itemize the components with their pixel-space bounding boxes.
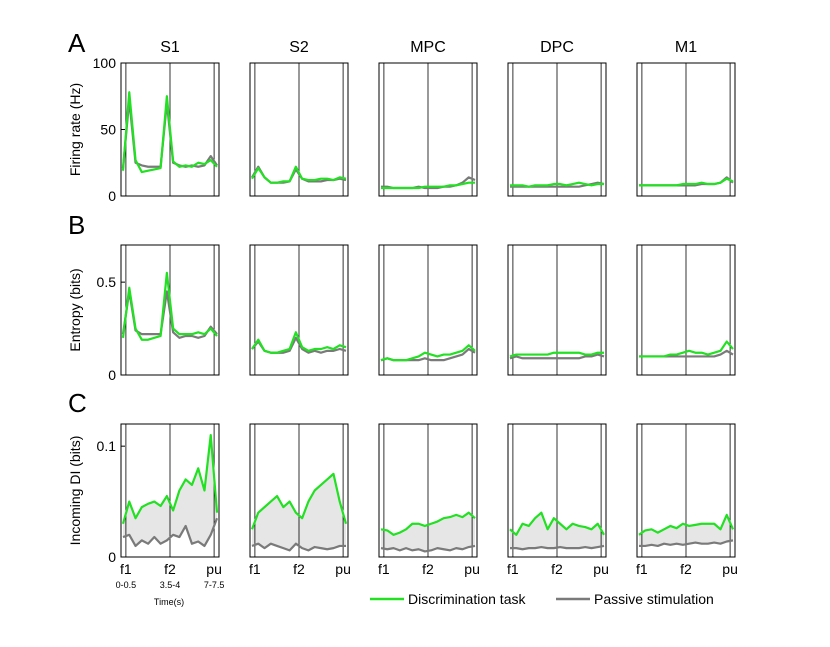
plot-frame-a-dpc [507,62,607,197]
legend-label-discrimination: Discrimination task [408,591,526,607]
legend: Discrimination task Passive stimulation [370,591,714,607]
plot-frame-a-mpc [378,62,478,197]
x-tick-label-s1-pu: pu [206,561,222,577]
x-tick-label-mpc-f1: f1 [378,561,390,577]
panel-letter-b: B [68,210,85,240]
series-line-discrimination-b-m1 [639,340,734,358]
x-tick-label-s2-pu: pu [335,561,351,577]
panels-layer: Firing rate (Hz) 0 50 100 Entropy (bits) 0 0.5… [67,55,738,590]
area-title-m1: M1 [675,39,697,56]
subplot-b-m1 [636,244,736,376]
x-tick-label-s2-f2: f2 [293,561,305,577]
subplot-c-m1 [636,423,736,558]
series-line-discrimination-c-dpc [509,511,605,536]
plot-frame-b-m1 [636,244,736,376]
series-line-discrimination-b-s2 [251,331,347,354]
series-line-discrimination-b-s1 [121,271,218,341]
x-tick-label-dpc-pu: pu [593,561,609,577]
subplot-a-mpc [378,62,478,197]
y-tick-label-a-100: 100 [93,55,117,71]
series-line-discrimination-a-dpc [510,181,604,188]
plot-frame-b-dpc [507,244,607,376]
series-line-passive-c-m1 [639,539,734,548]
area-title-mpc: MPC [410,39,446,56]
series-line-passive-c-s2 [251,542,346,552]
series-line-discrimination-b-dpc [509,351,604,358]
plot-frame-c-s1 [120,423,220,558]
subplot-c-mpc [378,423,478,558]
subplot-a-dpc [507,62,607,197]
y-tick-label-a-50: 50 [100,122,116,138]
subplot-c-s1 [120,423,220,558]
series-line-discrimination-a-s2 [251,165,347,184]
subplot-b-s1 [120,244,220,376]
plot-frame-a-s2 [249,62,349,197]
panel-letter-c: C [68,388,87,418]
y-tick-label-c-0-1: 0.1 [97,438,117,454]
y-axis-label-c: Incoming DI (bits) [67,436,83,546]
x-tick-label-m1-f1: f1 [636,561,648,577]
y-tick-label-b-0-5: 0.5 [97,274,117,290]
series-line-passive-c-mpc [380,544,476,553]
x-tick-label-s1-f2: f2 [164,561,176,577]
x-tick-label-s2-f1: f1 [249,561,261,577]
x-tick-label-m1-f2: f2 [680,561,692,577]
series-line-discrimination-c-mpc [380,511,476,536]
plot-frame-b-s2 [249,244,349,376]
y-tick-label-b-0: 0 [108,367,116,383]
subplot-c-s2 [249,423,349,558]
shade-area-c-s1 [123,435,217,546]
area-title-dpc: DPC [540,39,574,56]
plot-frame-a-s1 [120,62,220,197]
plot-frame-b-s1 [120,244,220,376]
subplot-b-mpc [378,244,478,376]
subplot-b-s2 [249,244,349,376]
series-line-passive-c-s1 [122,517,219,548]
x-tick-label-dpc-f2: f2 [551,561,563,577]
plot-frame-c-mpc [378,423,478,558]
series-line-discrimination-a-mpc [381,181,475,190]
y-tick-label-c-0: 0 [108,549,116,565]
x-tick-window-0-0-5: 0-0.5 [116,580,137,590]
x-tick-label-m1-pu: pu [722,561,738,577]
x-tick-window-3-5-4: 3.5-4 [160,580,181,590]
x-tick-label-dpc-f1: f1 [507,561,519,577]
area-title-s1: S1 [160,39,180,56]
series-line-discrimination-a-m1 [639,177,734,187]
subplot-a-s1 [120,62,220,197]
subplot-a-m1 [636,62,736,197]
series-line-discrimination-c-s2 [250,472,348,530]
plot-frame-c-dpc [507,423,607,558]
y-axis-label-b: Entropy (bits) [67,268,83,351]
subplot-b-dpc [507,244,607,376]
series-line-passive-c-dpc [510,544,605,551]
series-line-discrimination-a-s1 [121,91,218,174]
area-title-s2: S2 [289,39,309,56]
x-axis-label: Time(s) [154,597,184,607]
panel-letter-a: A [68,28,86,58]
legend-label-passive: Passive stimulation [594,591,714,607]
series-line-discrimination-b-mpc [380,344,476,362]
plot-frame-c-m1 [636,423,736,558]
plot-frame-c-s2 [249,423,349,558]
subplot-c-dpc [507,423,607,558]
series-line-discrimination-c-m1 [638,513,735,536]
subplot-a-s2 [249,62,349,197]
plot-frame-a-m1 [636,62,736,197]
plot-frame-b-mpc [378,244,478,376]
x-tick-label-mpc-pu: pu [464,561,480,577]
shade-area-c-s2 [252,473,346,551]
x-tick-label-mpc-f2: f2 [422,561,434,577]
series-line-passive-b-dpc [509,353,605,360]
x-tick-window-7-7-5: 7-7.5 [204,580,225,590]
series-line-discrimination-c-s1 [121,433,219,525]
y-axis-label-a: Firing rate (Hz) [67,83,83,176]
x-tick-label-s1-f1: f1 [120,561,132,577]
y-tick-label-a-0: 0 [108,188,116,204]
